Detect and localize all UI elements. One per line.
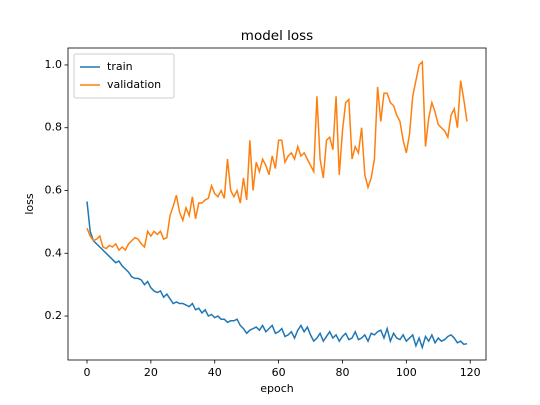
legend-label: train bbox=[107, 60, 133, 73]
y-tick-label: 0.4 bbox=[45, 246, 63, 259]
plot-frame bbox=[67, 47, 487, 361]
y-tick-label: 1.0 bbox=[45, 58, 63, 71]
y-tick-label: 0.2 bbox=[45, 309, 63, 322]
y-tick-label: 0.8 bbox=[45, 121, 63, 134]
line-series bbox=[86, 201, 468, 350]
line-series bbox=[86, 60, 468, 252]
x-tick-label: 20 bbox=[144, 366, 158, 379]
x-tick-label: 100 bbox=[396, 366, 417, 379]
x-tick-label: 40 bbox=[208, 366, 222, 379]
legend-box bbox=[73, 53, 175, 99]
y-axis-label: loss bbox=[23, 193, 36, 215]
legend-label: validation bbox=[107, 78, 161, 91]
chart-title: model loss bbox=[241, 28, 313, 44]
x-tick-label: 120 bbox=[460, 366, 481, 379]
x-axis-label: epoch bbox=[260, 382, 294, 395]
x-tick-label: 60 bbox=[272, 366, 286, 379]
x-tick-label: 0 bbox=[84, 366, 91, 379]
x-tick-label: 80 bbox=[335, 366, 349, 379]
y-tick-label: 0.6 bbox=[45, 184, 63, 197]
